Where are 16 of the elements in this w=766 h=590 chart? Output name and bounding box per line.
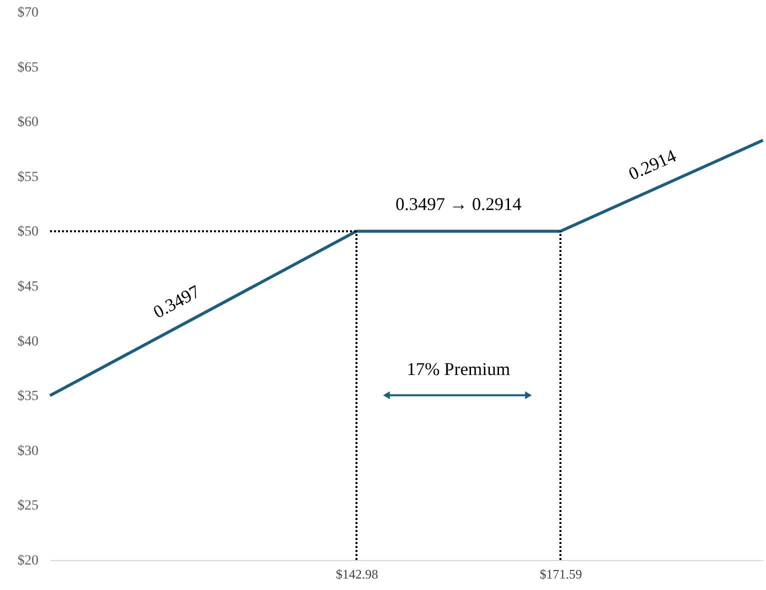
- annotation: 0.2914: [626, 145, 679, 184]
- y-tick-label: $60: [18, 115, 38, 130]
- y-tick-label: $55: [18, 170, 38, 185]
- y-tick-label: $45: [18, 280, 38, 294]
- y-tick-label: $40: [18, 334, 38, 350]
- x-tick-label: $142.98: [336, 566, 378, 582]
- annotation: 17% Premium: [406, 359, 510, 380]
- y-tick-label: $30: [18, 444, 38, 459]
- y-tick-label: $70: [18, 6, 38, 20]
- y-tick-label: $35: [18, 389, 38, 404]
- y-tick-label: $25: [18, 498, 38, 514]
- y-tick-label: $65: [18, 60, 38, 76]
- annotation: 0.3497 → 0.2914: [395, 194, 522, 214]
- y-tick-label: $50: [18, 224, 38, 240]
- x-tick-label: $171.59: [540, 566, 582, 582]
- y-tick-label: $20: [18, 554, 38, 568]
